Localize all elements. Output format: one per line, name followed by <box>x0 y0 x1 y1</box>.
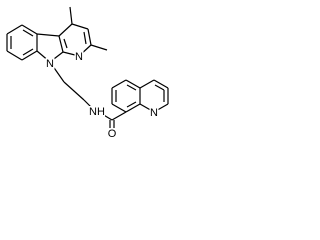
molecule-diagram: N N NH O N <box>6 6 169 140</box>
bonds <box>6 6 169 130</box>
atom-label: NH <box>89 106 105 118</box>
label-background <box>45 58 55 70</box>
atom-label: N <box>75 51 83 63</box>
atom-label: O <box>108 128 117 140</box>
atom-label: N <box>150 107 158 119</box>
label-background <box>107 128 117 140</box>
atom-label: N <box>46 58 54 70</box>
label-background <box>149 107 159 119</box>
atom-labels: N N NH O N <box>45 51 159 140</box>
label-background <box>89 106 105 118</box>
label-background <box>74 51 84 63</box>
